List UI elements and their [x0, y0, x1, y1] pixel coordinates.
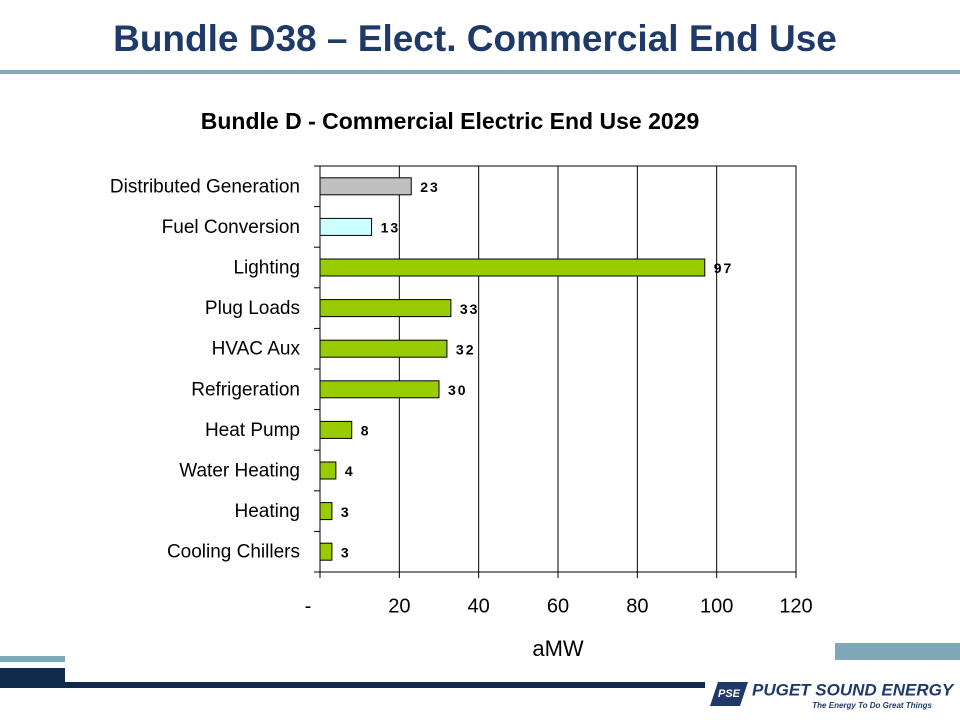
value-label: 32 [456, 341, 476, 357]
y-tick-label: Cooling Chillers [167, 542, 300, 563]
footer-accent [835, 643, 960, 660]
y-tick-label: Heat Pump [205, 420, 300, 441]
footer-accent [0, 656, 65, 662]
value-label: 30 [448, 382, 468, 398]
chart-title: Bundle D - Commercial Electric End Use 2… [201, 108, 700, 134]
y-tick-label: Distributed Generation [110, 176, 300, 197]
bar [319, 380, 440, 399]
slide-title: Bundle D38 – Elect. Commercial End Use [113, 18, 837, 59]
bar [319, 542, 333, 561]
footer-accent [0, 668, 65, 684]
x-tick-label: 100 [700, 595, 733, 617]
bar [319, 299, 452, 318]
bar [319, 420, 353, 439]
plot: - 20 40 60 80 100 120 Distributed Generation 23 F… [110, 165, 813, 617]
y-tick-label: Refrigeration [191, 379, 300, 400]
bar [319, 258, 706, 277]
value-label: 33 [460, 301, 480, 317]
bar [319, 217, 373, 236]
y-tick-label: Heating [235, 501, 301, 522]
x-tick-label: 20 [388, 595, 410, 617]
x-tick-label: 40 [468, 595, 490, 617]
x-tick-label: 60 [547, 595, 569, 617]
bar [319, 177, 412, 196]
bar [319, 502, 333, 521]
y-tick-label: Plug Loads [205, 298, 300, 319]
company-name: PUGET SOUND ENERGY [752, 680, 955, 699]
value-label: 4 [345, 463, 355, 479]
x-tick-label: 120 [779, 595, 812, 617]
x-axis-label: aMW [532, 636, 584, 661]
value-label: 13 [381, 220, 401, 236]
header-rule [0, 70, 960, 74]
y-tick-label: Lighting [233, 258, 300, 279]
value-label: 3 [341, 504, 351, 520]
logo-mark: PSE [718, 688, 741, 700]
tagline: The Energy To Do Great Things [812, 701, 932, 710]
y-tick-label: Fuel Conversion [162, 217, 300, 238]
value-label: 97 [714, 260, 734, 276]
bar [319, 339, 448, 358]
value-label: 3 [341, 544, 351, 560]
logo: PSE PUGET SOUND ENERGY The Energy To Do … [710, 680, 955, 710]
footer-rule [0, 682, 705, 688]
x-tick-label: - [305, 595, 312, 617]
y-tick-label: HVAC Aux [212, 339, 301, 360]
x-tick-label: 80 [626, 595, 648, 617]
value-label: 8 [361, 423, 371, 439]
bar [319, 461, 337, 480]
y-tick-label: Water Heating [179, 461, 300, 482]
logo-badge [710, 682, 748, 706]
value-label: 23 [420, 179, 440, 195]
